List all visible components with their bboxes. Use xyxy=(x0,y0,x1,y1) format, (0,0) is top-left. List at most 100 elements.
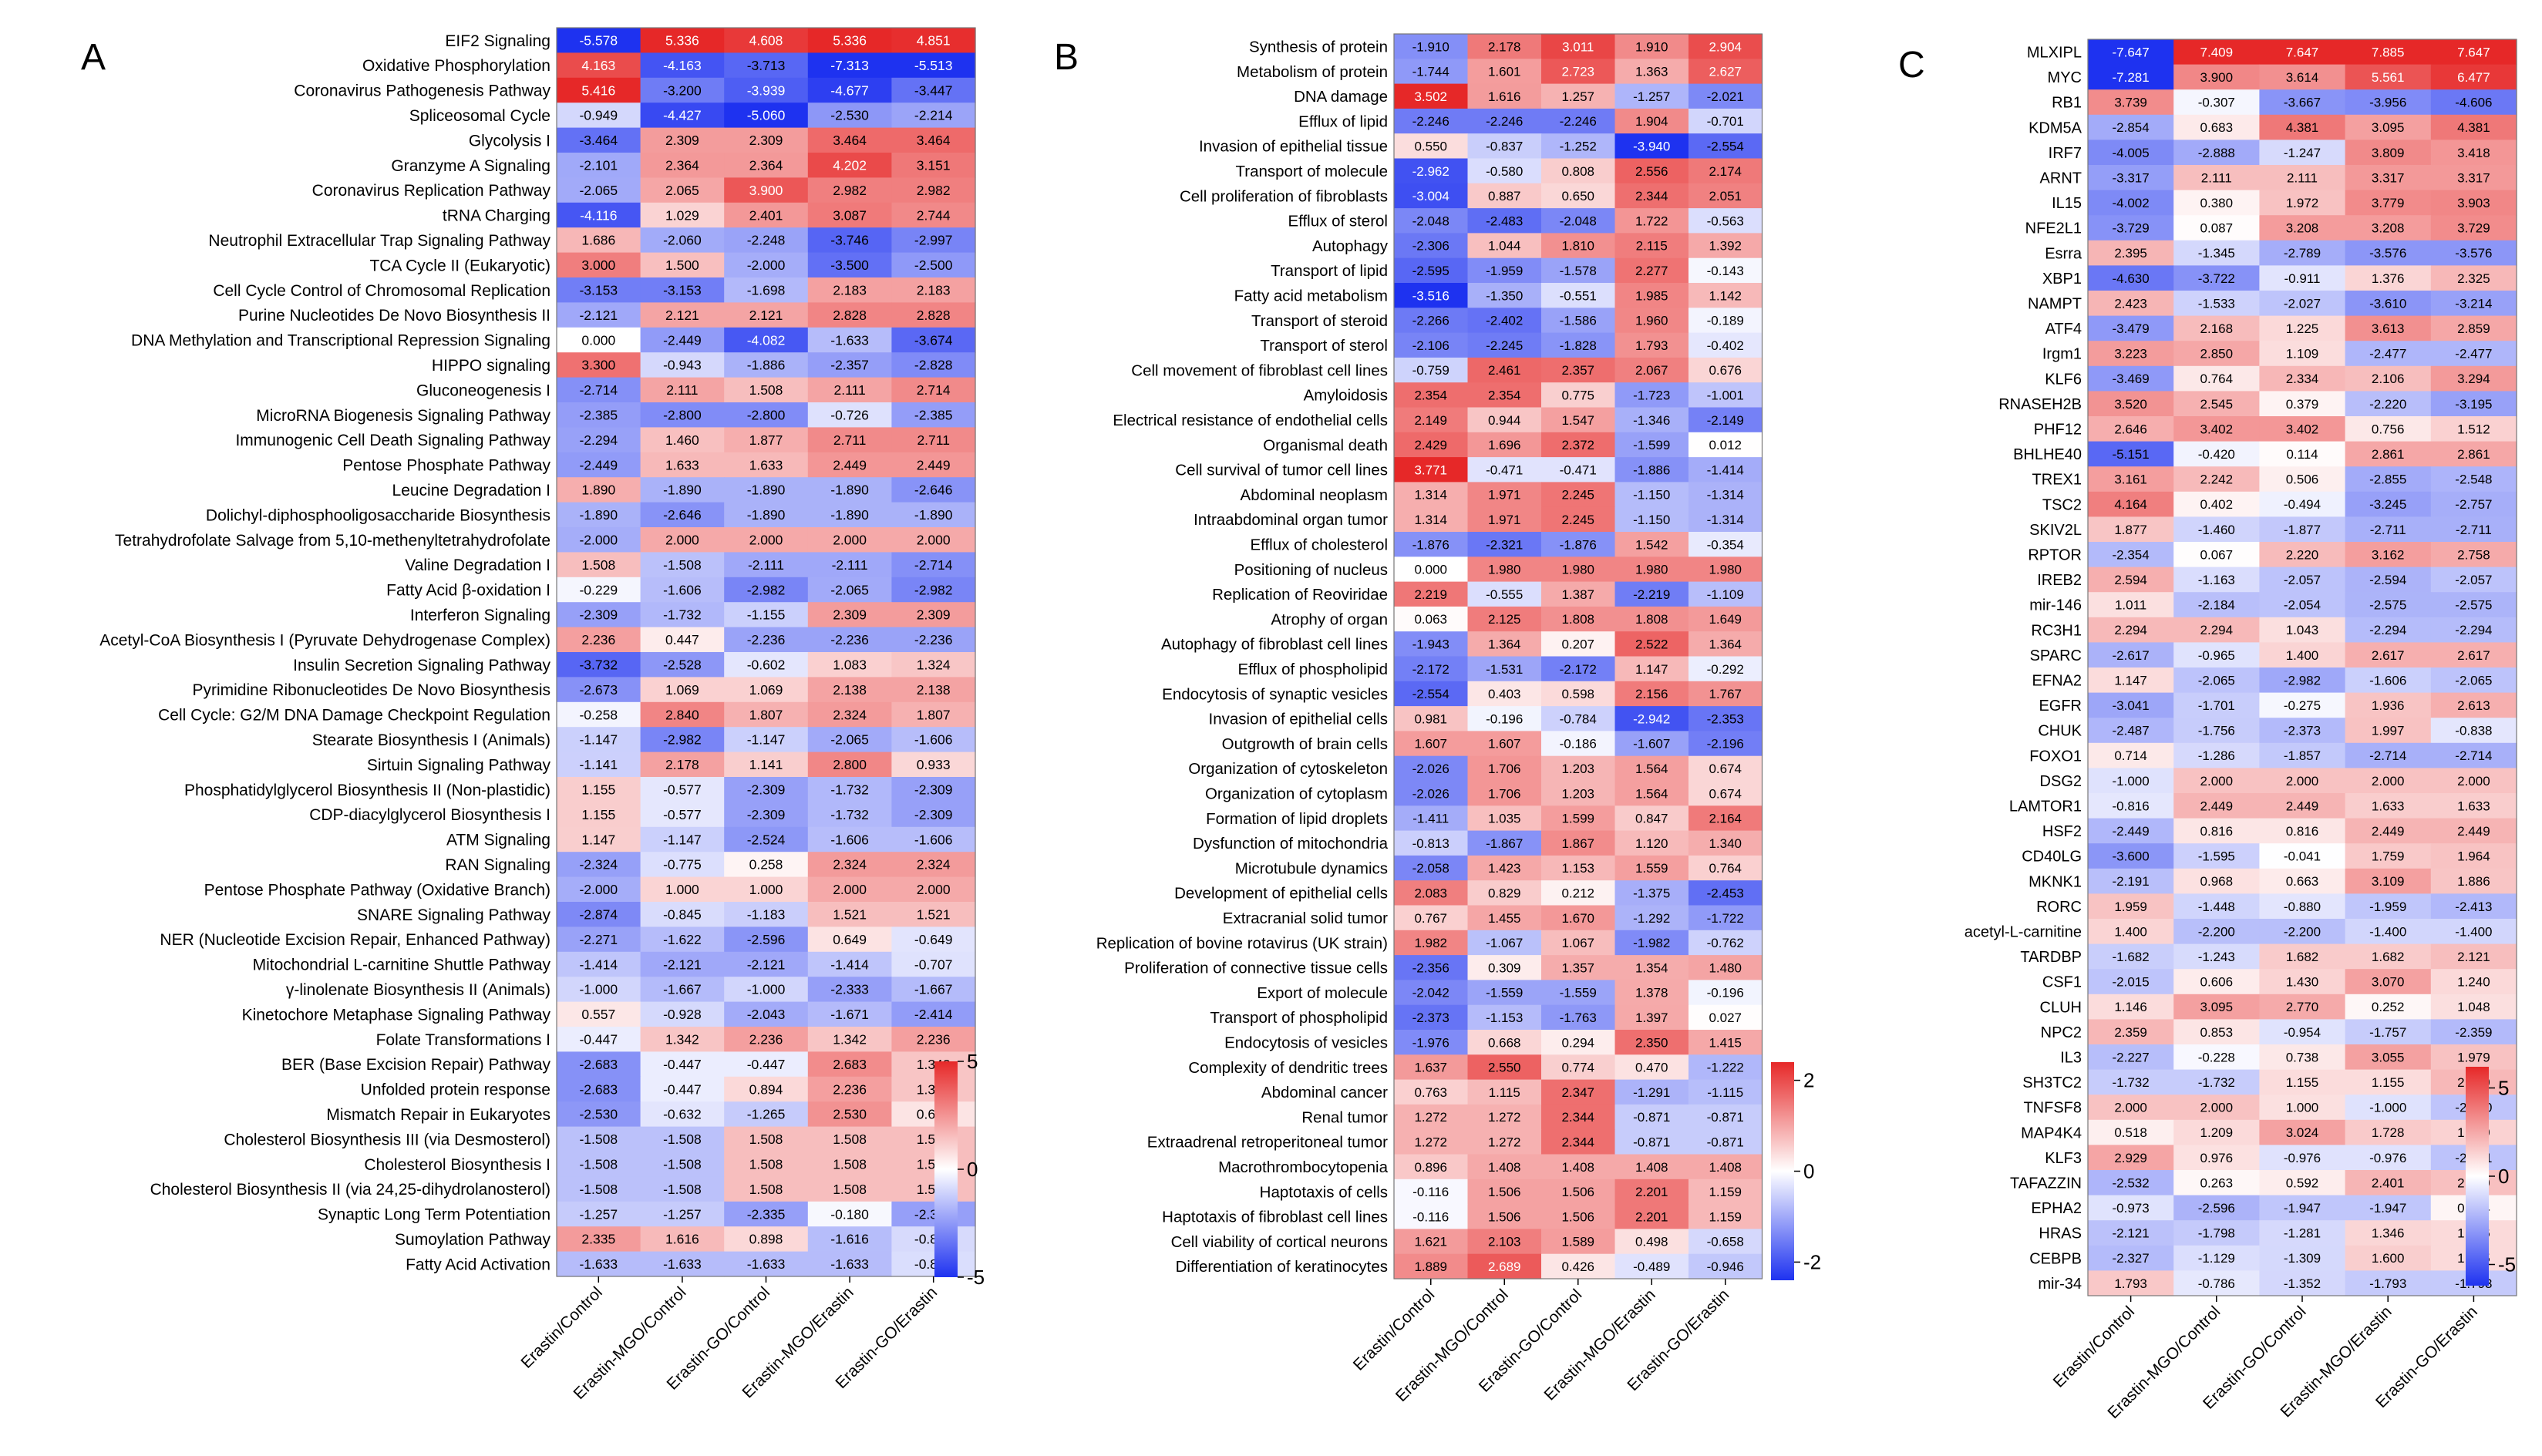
row-label: IL3 xyxy=(2060,1050,2082,1067)
cell-value: 1.508 xyxy=(749,382,783,398)
heatmap-cell xyxy=(1614,257,1689,284)
heatmap-cell xyxy=(640,777,725,802)
cell-value: -7.281 xyxy=(2112,70,2149,85)
cell-value: 2.201 xyxy=(1635,1209,1668,1224)
heatmap-cell xyxy=(2088,667,2174,694)
cell-value: 1.153 xyxy=(1561,861,1594,876)
heatmap-cell xyxy=(2345,1145,2432,1171)
heatmap-cell xyxy=(1541,308,1616,334)
heatmap-cell xyxy=(807,252,892,278)
heatmap-cell xyxy=(2345,315,2432,341)
heatmap-cell xyxy=(891,52,976,79)
heatmap-cell xyxy=(1467,1129,1542,1155)
heatmap-cell xyxy=(640,377,725,403)
cell-value: -2.000 xyxy=(579,533,618,548)
heatmap-cell xyxy=(2088,1170,2174,1196)
cell-value: -1.508 xyxy=(579,1157,618,1172)
cell-value: -3.713 xyxy=(747,58,786,73)
row-label: Complexity of dendritic trees xyxy=(1188,1059,1388,1077)
cell-value: 1.155 xyxy=(2372,1075,2405,1090)
cell-value: 0.887 xyxy=(1488,189,1521,203)
heatmap-cell xyxy=(1394,656,1469,682)
cell-value: 2.183 xyxy=(917,283,951,298)
cell-value: -2.402 xyxy=(1486,314,1523,328)
cell-value: -1.947 xyxy=(2369,1201,2406,1216)
cell-value: -2.530 xyxy=(579,1107,618,1122)
cell-value: -1.115 xyxy=(1707,1085,1743,1100)
heatmap-cell xyxy=(2430,567,2517,593)
cell-value: -2.413 xyxy=(2455,899,2492,914)
heatmap-cell xyxy=(2430,969,2517,995)
cell-value: 2.121 xyxy=(2457,950,2490,964)
cell-value: -1.667 xyxy=(663,982,702,997)
cell-value: -1.000 xyxy=(579,982,618,997)
heatmap-cell xyxy=(2345,64,2432,90)
row-label: Renal tumor xyxy=(1301,1108,1388,1126)
heatmap-cell xyxy=(2345,1119,2432,1145)
row-label: Extraadrenal retroperitoneal tumor xyxy=(1147,1134,1388,1152)
cell-value: 2.111 xyxy=(2201,170,2232,185)
cell-value: 2.449 xyxy=(2286,799,2319,813)
heatmap-cell xyxy=(1394,407,1469,433)
row-label: Unfolded protein response xyxy=(361,1081,550,1099)
heatmap-cell xyxy=(1467,656,1542,682)
cell-value: 1.408 xyxy=(1561,1160,1594,1175)
cell-value: 2.359 xyxy=(2114,1025,2147,1040)
cell-value: 1.960 xyxy=(1635,314,1668,328)
cell-value: -1.247 xyxy=(2284,146,2321,160)
heatmap-cell xyxy=(807,926,892,953)
cell-value: 1.633 xyxy=(665,457,699,472)
heatmap-cell xyxy=(1541,755,1616,782)
row-label: Proliferation of connective tissue cells xyxy=(1124,960,1388,977)
heatmap-cell xyxy=(2259,341,2346,367)
cell-value: 1.272 xyxy=(1414,1110,1447,1125)
cell-value: -0.871 xyxy=(1633,1135,1670,1149)
heatmap-cell xyxy=(1614,133,1689,160)
heatmap-cell xyxy=(891,1152,976,1177)
heatmap-cell xyxy=(724,852,809,878)
cell-value: 2.236 xyxy=(917,1032,951,1047)
heatmap-cell xyxy=(2259,1044,2346,1071)
heatmap-cell xyxy=(2430,391,2517,417)
cell-value: 7.647 xyxy=(2457,45,2490,59)
cell-value: 1.397 xyxy=(1635,1010,1668,1025)
cell-value: -2.220 xyxy=(2369,397,2406,412)
cell-value: -2.714 xyxy=(2455,748,2492,763)
heatmap-cell xyxy=(557,402,641,428)
heatmap-cell xyxy=(1394,557,1469,583)
cell-value: 1.600 xyxy=(2372,1251,2405,1266)
cell-value: 1.810 xyxy=(1561,239,1594,254)
heatmap-cell xyxy=(1688,1030,1763,1055)
cell-value: 2.138 xyxy=(833,682,867,698)
cell-value: 1.142 xyxy=(1709,288,1742,303)
heatmap-cell xyxy=(2088,943,2174,970)
heatmap-cell xyxy=(1614,1079,1689,1105)
cell-value: 2.245 xyxy=(1561,488,1594,503)
heatmap-cell xyxy=(1614,1204,1689,1229)
heatmap-cell xyxy=(724,1176,809,1202)
heatmap-cell xyxy=(1688,133,1763,160)
cell-value: 3.294 xyxy=(2457,372,2490,386)
heatmap-cell xyxy=(2173,89,2260,116)
cell-value: 1.508 xyxy=(833,1157,867,1172)
cell-value: 0.774 xyxy=(1561,1061,1594,1075)
cell-value: -1.586 xyxy=(1560,314,1597,328)
cell-value: -1.732 xyxy=(2198,1075,2235,1090)
cell-value: 0.894 xyxy=(749,1081,783,1097)
cell-value: 2.294 xyxy=(2114,623,2147,637)
heatmap-cell xyxy=(1541,880,1616,906)
cell-value: -2.800 xyxy=(747,408,786,423)
heatmap-panel-b: B Synthesis of protein -1.910 2.178 3.011 1.9… xyxy=(1054,33,1821,1405)
row-label: Positioning of nucleus xyxy=(1234,561,1388,579)
heatmap-cell xyxy=(557,602,641,628)
cell-value: -2.043 xyxy=(747,1007,786,1022)
heatmap-cell xyxy=(2345,365,2432,392)
cell-value: 0.403 xyxy=(1488,687,1521,701)
cell-value: 2.174 xyxy=(1709,164,1742,179)
cell-value: 0.829 xyxy=(1488,886,1521,900)
heatmap-cell xyxy=(1467,208,1542,234)
heatmap-cell xyxy=(2088,89,2174,116)
cell-value: 2.613 xyxy=(2457,698,2490,713)
row-label: RC3H1 xyxy=(2031,622,2082,639)
